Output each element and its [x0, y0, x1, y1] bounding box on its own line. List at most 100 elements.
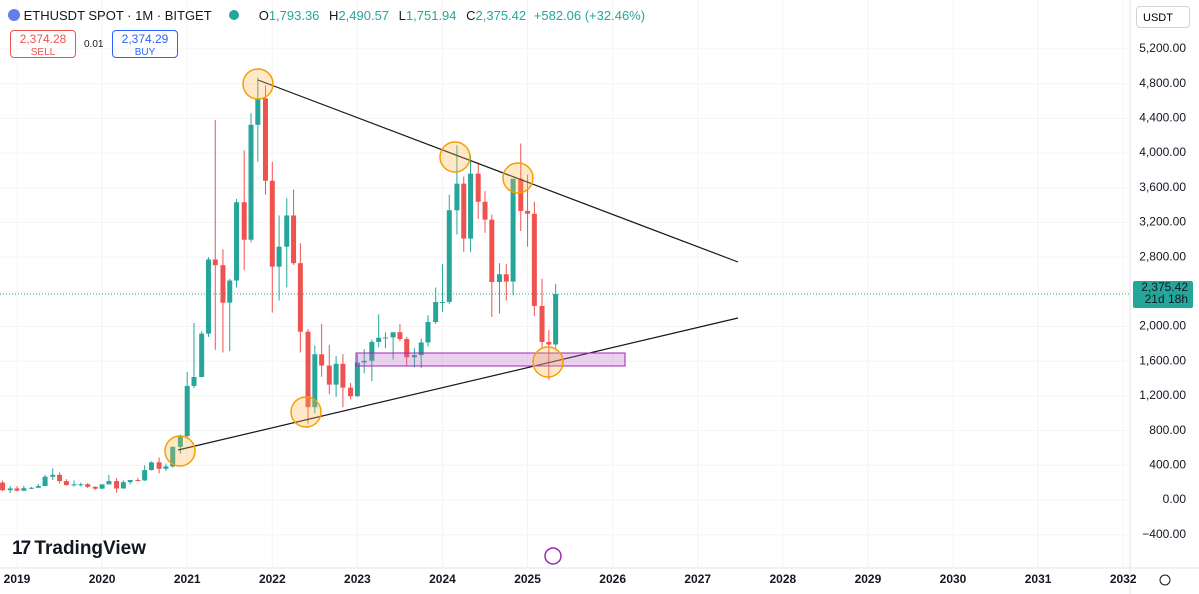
candle-body: [191, 376, 197, 386]
candle-body: [297, 263, 303, 332]
candle-body: [390, 332, 396, 338]
x-tick-label: 2031: [1025, 572, 1052, 586]
x-tick-label: 2029: [855, 572, 882, 586]
brand: 17 TradingView: [12, 538, 146, 559]
candle-body: [397, 332, 403, 339]
candle-body: [333, 363, 339, 385]
drawings: [164, 68, 739, 467]
trendline: [257, 79, 739, 263]
x-tick-label: 2024: [429, 572, 456, 586]
candle-body: [21, 488, 27, 491]
candle-body: [503, 274, 509, 282]
candle-body: [454, 183, 460, 211]
candle-body: [553, 293, 559, 345]
candle-body: [382, 337, 388, 339]
y-tick-label: 2,000.00: [1139, 319, 1186, 333]
x-tick-label: 2028: [769, 572, 796, 586]
candle-body: [284, 215, 290, 247]
y-tick-label: 4,000.00: [1139, 145, 1186, 159]
y-tick-label: 800.00: [1149, 423, 1186, 437]
candle-body: [71, 484, 77, 486]
candle-body: [50, 474, 56, 477]
candle-body: [156, 462, 162, 469]
spread: 0.01: [84, 39, 104, 50]
x-tick-label: 2019: [4, 572, 31, 586]
price-tag-label: 2,375.42: [1141, 280, 1188, 294]
symbol-title[interactable]: ETHUSDT SPOT · 1M · BITGET: [23, 8, 212, 23]
x-tick-label: 2022: [259, 572, 286, 586]
candle-body: [262, 98, 268, 181]
candle-body: [305, 331, 311, 408]
brand-name: TradingView: [34, 538, 146, 559]
change: +582.06 (+32.46%): [533, 8, 646, 23]
highlight-circle: [164, 435, 196, 467]
candle-body: [234, 202, 240, 281]
coin-icon: [8, 9, 20, 21]
candle-body: [199, 333, 205, 377]
candle-body: [546, 341, 552, 345]
support-zone: [355, 352, 626, 367]
candle-body: [135, 480, 141, 482]
candle-body: [177, 436, 183, 447]
highlight-circle: [242, 68, 274, 100]
x-tick-label: 2030: [940, 572, 967, 586]
candle-body: [106, 481, 112, 485]
candle-body: [127, 480, 133, 483]
settings-icon: [1159, 574, 1171, 586]
highlight-circle: [502, 162, 534, 194]
candle-body: [248, 124, 254, 240]
x-tick-label: 2027: [684, 572, 711, 586]
candle-body: [120, 482, 126, 489]
candle-body: [531, 213, 537, 306]
candle-body: [14, 488, 20, 491]
candle-body: [411, 355, 417, 358]
candle-body: [220, 265, 226, 303]
candle-body: [489, 219, 495, 283]
candle-body: [170, 446, 176, 467]
candle-body: [475, 173, 481, 202]
candle-body: [42, 476, 48, 487]
candle-body: [78, 484, 84, 486]
buy-price: 2,374.29: [121, 32, 169, 46]
candle-body: [518, 178, 524, 211]
y-tick-label: 3,200.00: [1139, 215, 1186, 229]
candle-body: [496, 274, 502, 283]
candle-body: [28, 487, 34, 489]
ohlc-value: 1,793.36: [268, 8, 320, 23]
sell-button[interactable]: 2,374.28 SELL: [10, 30, 76, 58]
y-tick-label: 2,800.00: [1139, 249, 1186, 263]
ohlc-key: O: [258, 8, 269, 23]
candle-body: [525, 210, 531, 214]
candle-body: [99, 484, 105, 489]
candle-body: [539, 305, 545, 342]
header: ETHUSDT SPOT · 1M · BITGET O1,793.36 H2,…: [8, 8, 645, 23]
x-tick-label: 2025: [514, 572, 541, 586]
candle-body: [312, 354, 318, 408]
candle-body: [418, 342, 424, 356]
candle-body: [369, 341, 375, 361]
currency-select[interactable]: USDT: [1136, 6, 1190, 28]
price-tag: [1133, 280, 1193, 308]
candle-body: [425, 321, 431, 343]
grid: [0, 0, 1130, 568]
status-dot: [229, 10, 240, 20]
flash-icon: [544, 547, 562, 565]
candle-body: [227, 280, 233, 303]
candle-body: [85, 484, 91, 487]
ohlc-key: C: [466, 8, 476, 23]
candle-body: [439, 301, 445, 303]
candle-body: [92, 486, 98, 489]
buy-button[interactable]: 2,374.29 BUY: [112, 30, 178, 58]
candle-body: [482, 201, 488, 220]
x-tick-label: 2021: [174, 572, 201, 586]
candle-body: [114, 481, 120, 489]
candle-body: [461, 183, 467, 239]
ohlc-value: 2,375.42: [475, 8, 527, 23]
x-tick-label: 2032: [1110, 572, 1137, 586]
candle-body: [205, 259, 211, 334]
y-tick-label: 4,800.00: [1139, 76, 1186, 90]
y-tick-label: 1,200.00: [1139, 388, 1186, 402]
candle-body: [354, 362, 360, 397]
candle-body: [276, 246, 282, 267]
